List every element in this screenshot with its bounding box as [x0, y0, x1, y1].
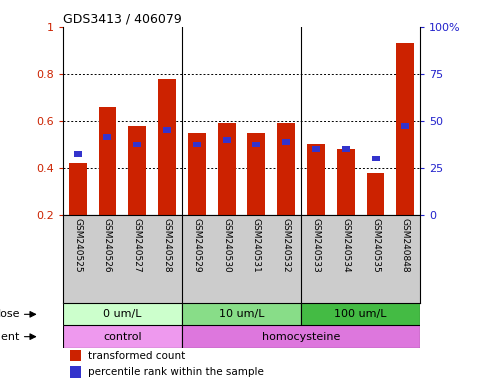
- Bar: [223, 137, 230, 143]
- Text: GSM240533: GSM240533: [312, 218, 320, 272]
- Bar: [63, 303, 182, 326]
- Bar: [397, 43, 414, 215]
- Bar: [70, 366, 81, 377]
- Bar: [74, 151, 82, 157]
- Bar: [218, 123, 236, 215]
- Text: GSM240527: GSM240527: [133, 218, 142, 272]
- Bar: [103, 134, 112, 140]
- Bar: [367, 173, 384, 215]
- Text: GSM240848: GSM240848: [401, 218, 410, 272]
- Bar: [277, 123, 295, 215]
- Bar: [371, 156, 380, 162]
- Text: GDS3413 / 406079: GDS3413 / 406079: [63, 13, 182, 26]
- Text: GSM240525: GSM240525: [73, 218, 82, 272]
- Bar: [312, 146, 320, 152]
- Text: percentile rank within the sample: percentile rank within the sample: [88, 367, 264, 377]
- Bar: [99, 107, 116, 215]
- Bar: [182, 303, 301, 326]
- Text: agent: agent: [0, 332, 20, 342]
- Bar: [247, 133, 265, 215]
- Bar: [253, 142, 260, 147]
- Text: control: control: [103, 332, 142, 342]
- Text: 0 um/L: 0 um/L: [103, 310, 142, 319]
- Text: GSM240528: GSM240528: [163, 218, 171, 272]
- Bar: [182, 326, 420, 348]
- Bar: [193, 142, 201, 147]
- Text: GSM240526: GSM240526: [103, 218, 112, 272]
- Text: homocysteine: homocysteine: [262, 332, 340, 342]
- Text: GSM240530: GSM240530: [222, 218, 231, 272]
- Bar: [301, 303, 420, 326]
- Bar: [307, 144, 325, 215]
- Bar: [128, 126, 146, 215]
- Text: GSM240531: GSM240531: [252, 218, 261, 272]
- Bar: [401, 123, 409, 129]
- Bar: [282, 139, 290, 145]
- Text: GSM240529: GSM240529: [192, 218, 201, 272]
- Bar: [69, 163, 86, 215]
- Text: GSM240535: GSM240535: [371, 218, 380, 272]
- Bar: [158, 79, 176, 215]
- Text: 10 um/L: 10 um/L: [219, 310, 264, 319]
- Text: transformed count: transformed count: [88, 351, 185, 361]
- Text: 100 um/L: 100 um/L: [334, 310, 387, 319]
- Bar: [163, 127, 171, 133]
- Text: GSM240532: GSM240532: [282, 218, 291, 272]
- Bar: [188, 133, 206, 215]
- Bar: [63, 326, 182, 348]
- Bar: [70, 350, 81, 361]
- Text: GSM240534: GSM240534: [341, 218, 350, 272]
- Bar: [133, 142, 141, 147]
- Text: dose: dose: [0, 310, 20, 319]
- Bar: [342, 146, 350, 152]
- Bar: [337, 149, 355, 215]
